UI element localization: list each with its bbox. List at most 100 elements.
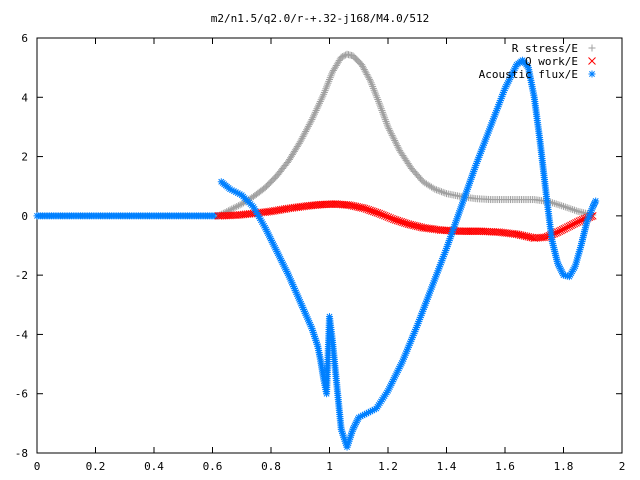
data-point	[567, 205, 575, 213]
x-tick-label: 0	[34, 460, 41, 473]
data-point	[303, 124, 311, 132]
data-point	[327, 200, 336, 209]
data-point	[560, 202, 567, 210]
data-point	[563, 204, 571, 212]
x-tick-label: 1	[326, 460, 333, 473]
data-point	[386, 126, 394, 134]
data-point	[388, 131, 396, 139]
data-point	[379, 108, 387, 116]
data-point	[552, 200, 560, 208]
data-point	[233, 203, 241, 211]
data-point	[317, 96, 325, 104]
y-tick-label: -4	[15, 328, 29, 341]
data-point	[365, 74, 373, 82]
data-point	[383, 121, 391, 129]
data-point	[319, 92, 327, 100]
data-point	[234, 202, 242, 210]
legend-marker	[588, 57, 596, 65]
data-point	[358, 61, 366, 69]
x-tick-label: 1.4	[437, 460, 457, 473]
legend-label: Acoustic flux/E	[479, 68, 578, 81]
data-point	[315, 99, 323, 107]
data-point	[303, 126, 311, 134]
data-point	[464, 227, 473, 236]
data-point	[394, 143, 402, 151]
data-point	[382, 117, 390, 125]
chart-title: m2/n1.5/q2.0/r-+.32-j168/M4.0/512	[211, 12, 430, 25]
data-point	[299, 133, 307, 141]
data-point	[364, 72, 372, 80]
data-point	[556, 201, 564, 209]
data-point	[387, 130, 395, 138]
data-point	[310, 110, 318, 118]
data-point	[437, 188, 445, 196]
data-point	[312, 107, 320, 115]
x-axis: 0 0.2 0.4 0.6 0.8 1 1.2 1.4 1.6 1.8 2	[34, 38, 626, 473]
series-acoustic-flux-e	[217, 56, 600, 451]
y-tick-label: -8	[15, 447, 28, 460]
data-point	[339, 53, 347, 61]
data-point	[470, 227, 479, 236]
data-point	[298, 134, 306, 142]
x-tick-label: 1.6	[495, 460, 515, 473]
series-r-stress-e	[214, 50, 597, 220]
legend-label: R stress/E	[512, 42, 578, 55]
data-point	[392, 140, 400, 148]
data-point	[429, 184, 437, 192]
data-point	[592, 197, 600, 205]
data-point	[362, 69, 370, 77]
data-point	[231, 203, 239, 211]
data-point	[379, 110, 387, 118]
data-point	[359, 64, 367, 72]
data-point	[390, 135, 398, 143]
legend-marker	[588, 44, 596, 52]
data-point	[391, 136, 399, 144]
data-point	[384, 123, 392, 131]
y-tick-label: 2	[21, 151, 28, 164]
data-point	[360, 66, 368, 74]
data-point	[561, 203, 569, 211]
data-point	[359, 62, 367, 70]
data-point	[296, 138, 304, 146]
data-point	[306, 119, 314, 127]
data-point	[381, 116, 389, 124]
data-point	[337, 53, 345, 61]
data-point	[316, 98, 324, 106]
data-point	[432, 186, 440, 194]
data-point	[558, 202, 566, 210]
data-point	[314, 103, 322, 111]
data-point	[441, 189, 449, 197]
y-tick-label: 4	[21, 91, 28, 104]
data-point	[376, 101, 384, 109]
y-tick-label: 6	[21, 32, 28, 45]
data-point	[472, 227, 480, 236]
y-tick-label: -6	[15, 388, 28, 401]
data-point	[466, 227, 475, 236]
data-point	[304, 122, 312, 130]
data-point	[310, 112, 318, 120]
data-point	[393, 142, 401, 150]
y-tick-label: 0	[21, 210, 28, 223]
x-tick-label: 0.6	[203, 460, 223, 473]
data-point	[297, 136, 305, 144]
data-point	[475, 227, 484, 236]
x-tick-label: 2	[619, 460, 626, 473]
data-point	[572, 207, 580, 215]
data-point	[565, 204, 573, 212]
data-point	[226, 206, 234, 214]
data-point	[305, 121, 313, 129]
data-point	[318, 94, 326, 102]
data-point	[377, 103, 385, 111]
data-point	[569, 206, 577, 214]
data-point	[383, 119, 391, 127]
series-layer	[33, 50, 600, 451]
data-point	[436, 187, 444, 195]
data-point	[385, 125, 393, 133]
data-point	[229, 204, 237, 212]
data-point	[474, 227, 482, 236]
x-tick-label: 0.4	[144, 460, 164, 473]
x-tick-label: 0.8	[261, 460, 281, 473]
baseline-points	[33, 212, 222, 220]
